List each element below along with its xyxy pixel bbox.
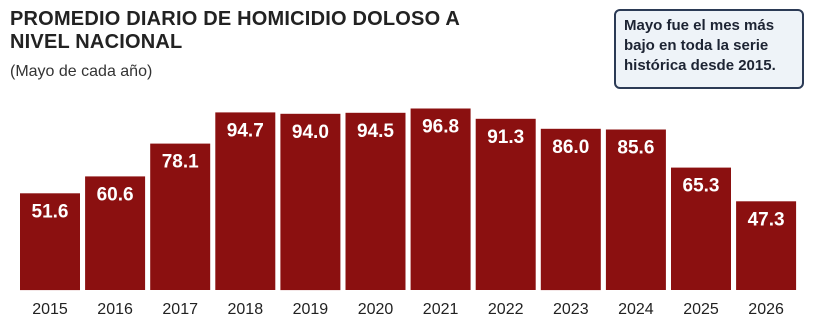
x-tick-2015: 2015 [32, 301, 68, 318]
x-tick-2022: 2022 [488, 301, 524, 318]
bar-2015 [20, 193, 80, 291]
bar-2016 [85, 176, 146, 290]
value-label-2019: 94.0 [292, 122, 329, 143]
value-label-2026: 47.3 [748, 209, 785, 230]
bar-2019 [280, 113, 341, 291]
x-tick-2020: 2020 [358, 301, 394, 318]
value-label-2022: 91.3 [487, 127, 524, 148]
x-tick-2018: 2018 [228, 301, 264, 318]
value-label-2024: 85.6 [617, 138, 654, 159]
value-label-2015: 51.6 [32, 201, 69, 222]
x-tick-2026: 2026 [748, 301, 784, 318]
bar-2026 [736, 201, 797, 290]
value-label-2023: 86.0 [552, 137, 589, 158]
value-label-2025: 65.3 [683, 176, 720, 197]
x-tick-2025: 2025 [683, 301, 719, 318]
bar-2024 [605, 129, 666, 290]
x-tick-2016: 2016 [97, 301, 133, 318]
x-tick-2019: 2019 [293, 301, 329, 318]
bar-2017 [150, 143, 211, 290]
bar-2021 [410, 108, 471, 290]
x-tick-2023: 2023 [553, 301, 589, 318]
value-label-2021: 96.8 [422, 117, 459, 138]
bar-2022 [475, 118, 536, 290]
x-tick-2021: 2021 [423, 301, 459, 318]
value-label-2017: 78.1 [162, 152, 199, 173]
value-label-2016: 60.6 [97, 184, 134, 205]
annotation-box: Mayo fue el mes más bajo en toda la seri… [614, 9, 804, 89]
chart-title: PROMEDIO DIARIO DE HOMICIDIO DOLOSO A NI… [10, 8, 460, 53]
x-tick-2017: 2017 [162, 301, 198, 318]
bar-2020 [345, 112, 406, 290]
x-tick-2024: 2024 [618, 301, 654, 318]
value-label-2018: 94.7 [227, 120, 264, 141]
value-label-2020: 94.5 [357, 121, 394, 142]
chart-subtitle: (Mayo de cada año) [10, 63, 153, 80]
bar-2025 [671, 167, 731, 290]
bar-2023 [540, 128, 601, 291]
bar-2018 [215, 112, 276, 291]
